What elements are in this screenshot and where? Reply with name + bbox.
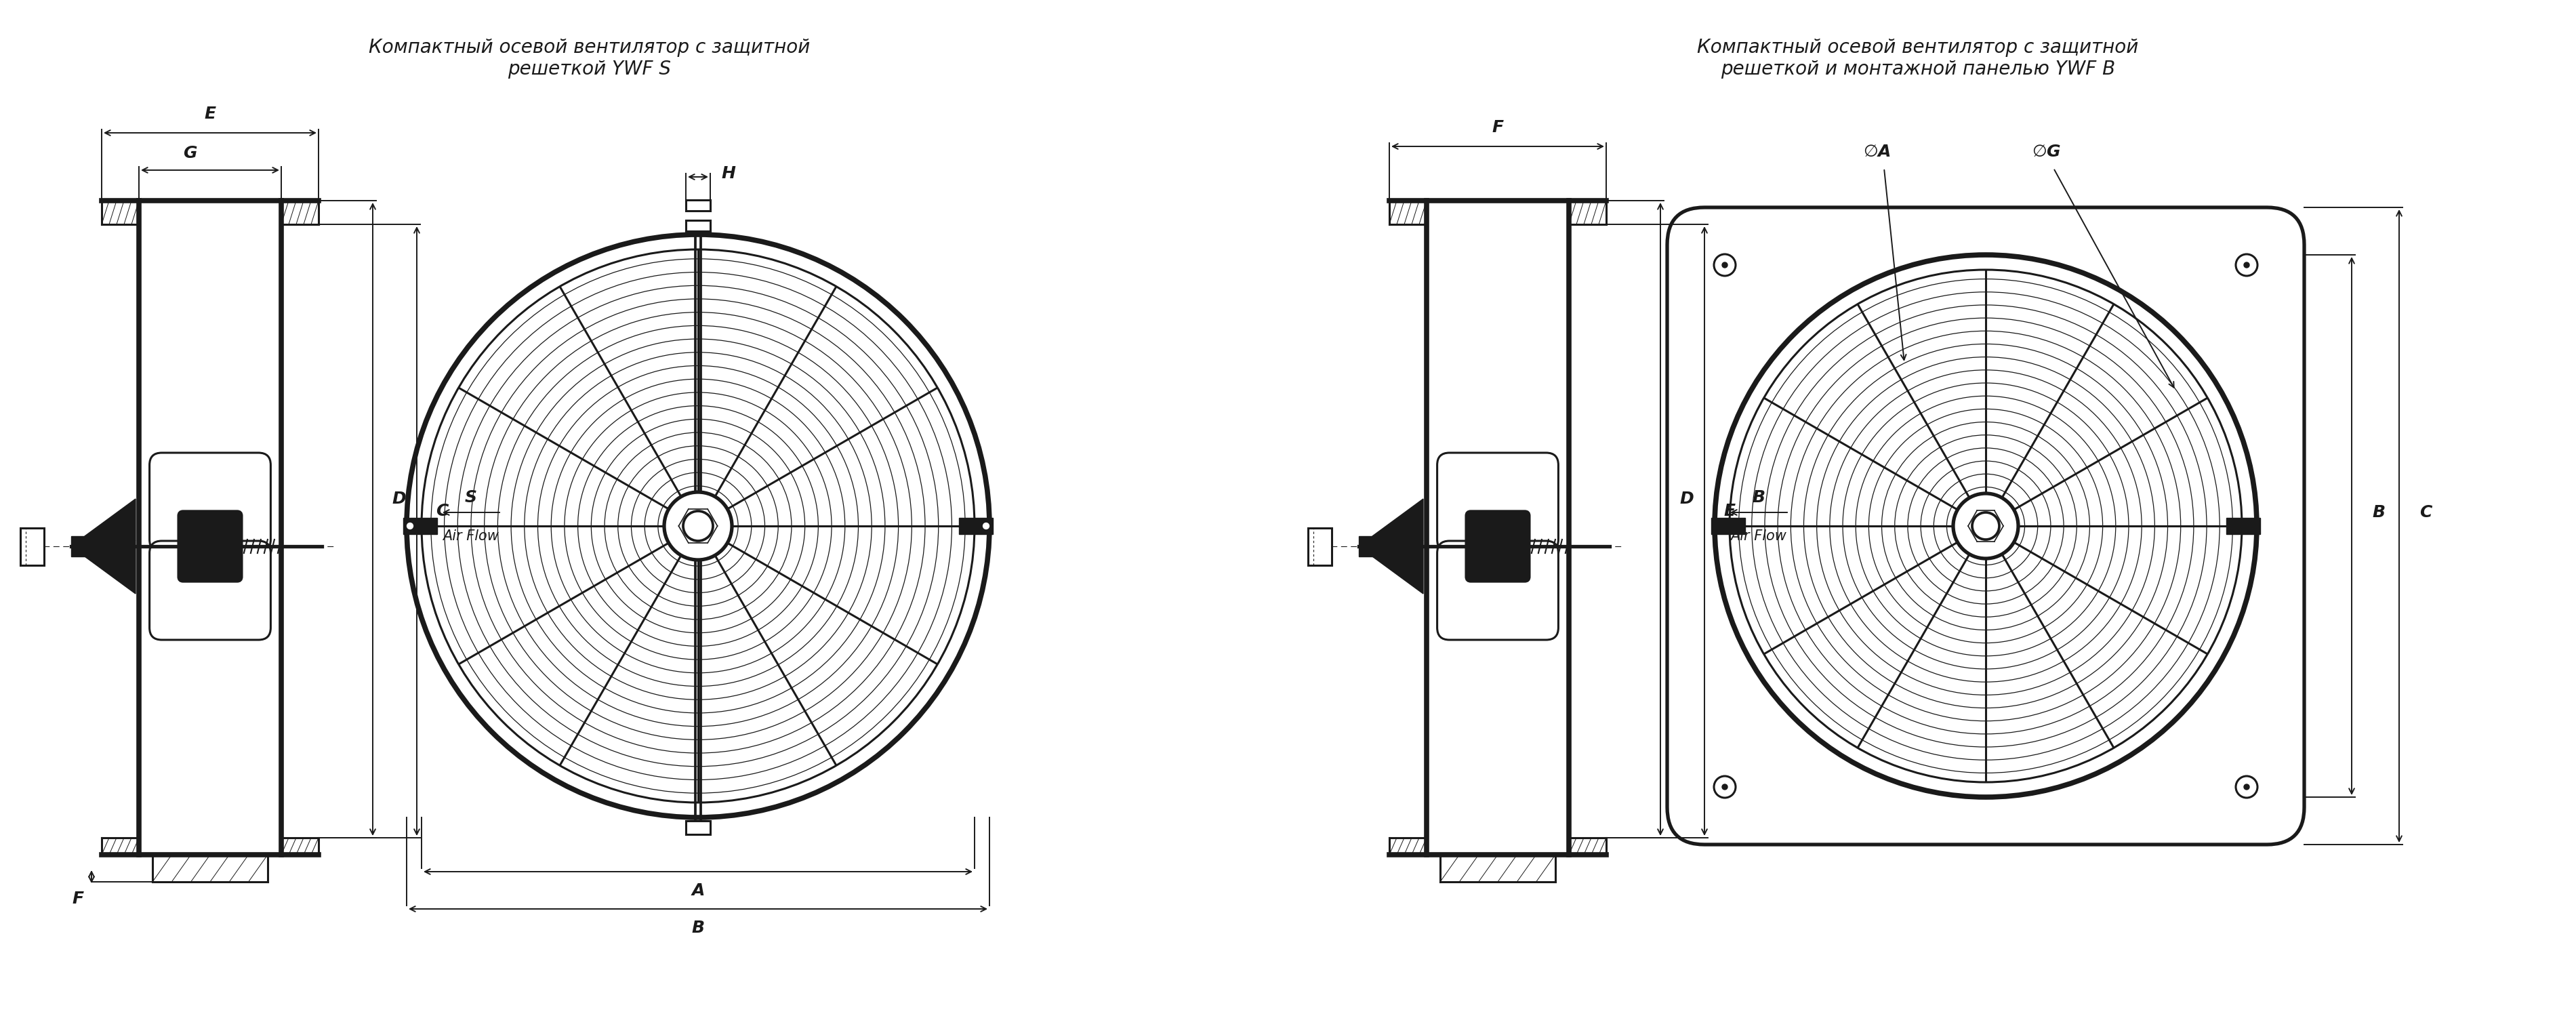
Text: $\varnothing$A: $\varnothing$A	[1862, 144, 1891, 160]
FancyBboxPatch shape	[1437, 453, 1558, 552]
Bar	[2226, 518, 2259, 534]
Text: G: G	[183, 145, 196, 161]
Circle shape	[1713, 776, 1736, 798]
Bar	[404, 518, 438, 534]
Polygon shape	[1373, 499, 1422, 594]
Circle shape	[2236, 776, 2257, 798]
Text: S: S	[464, 490, 477, 506]
Circle shape	[1723, 784, 1728, 790]
Text: E: E	[1723, 503, 1736, 519]
Circle shape	[1713, 254, 2259, 798]
Text: D: D	[392, 491, 407, 507]
Circle shape	[2236, 255, 2257, 276]
Text: Компактный осевой вентилятор с защитной
решеткой и монтажной панелью YWF B: Компактный осевой вентилятор с защитной …	[1698, 38, 2138, 79]
Circle shape	[1953, 494, 2017, 559]
Circle shape	[665, 492, 732, 560]
Text: D: D	[1680, 491, 1692, 507]
Text: C: C	[2419, 504, 2432, 520]
Circle shape	[981, 522, 989, 530]
Text: B: B	[690, 920, 703, 936]
Bar	[21, 527, 44, 565]
Circle shape	[2244, 263, 2249, 268]
Text: E: E	[204, 105, 216, 122]
Text: B: B	[1752, 490, 1765, 506]
Text: Air Flow: Air Flow	[443, 529, 500, 542]
FancyBboxPatch shape	[149, 540, 270, 640]
FancyBboxPatch shape	[1667, 208, 2306, 845]
Circle shape	[1723, 263, 1728, 268]
Bar	[685, 220, 711, 231]
Circle shape	[1713, 255, 1736, 276]
Circle shape	[407, 522, 415, 530]
Text: F: F	[72, 890, 85, 907]
Text: $\varnothing$G: $\varnothing$G	[2032, 144, 2061, 160]
Circle shape	[404, 233, 992, 818]
FancyBboxPatch shape	[1466, 512, 1530, 581]
Text: Компактный осевой вентилятор с защитной
решеткой YWF S: Компактный осевой вентилятор с защитной …	[368, 38, 811, 79]
Bar	[958, 518, 992, 534]
FancyBboxPatch shape	[149, 453, 270, 552]
Bar	[1358, 536, 1373, 557]
Bar	[1710, 518, 1744, 534]
FancyBboxPatch shape	[178, 512, 242, 581]
Bar	[1309, 527, 1332, 565]
Bar	[72, 536, 85, 557]
Text: F: F	[1492, 120, 1504, 136]
FancyBboxPatch shape	[1437, 540, 1558, 640]
Circle shape	[2244, 784, 2249, 790]
Circle shape	[683, 511, 714, 540]
Bar	[685, 200, 711, 211]
Text: B: B	[2372, 504, 2385, 520]
Circle shape	[1973, 512, 1999, 539]
Text: C: C	[435, 503, 448, 519]
Text: H: H	[721, 165, 737, 182]
Text: A: A	[690, 882, 706, 898]
Text: Air Flow: Air Flow	[1731, 529, 1788, 542]
Bar	[685, 820, 711, 835]
Polygon shape	[85, 499, 137, 594]
